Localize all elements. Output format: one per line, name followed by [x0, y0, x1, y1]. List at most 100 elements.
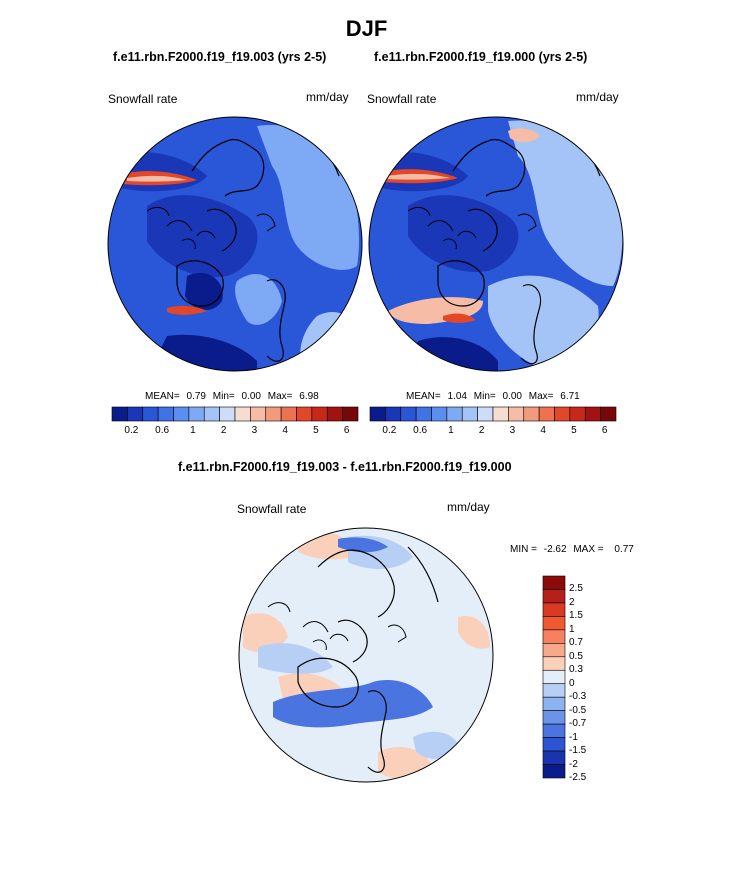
colorbar-1-tick-label: 5 [313, 425, 319, 436]
difference-subtitle: f.e11.rbn.F2000.f19_f19.003 - f.e11.rbn.… [178, 460, 512, 474]
colorbar-difference-tick-label: -0.7 [569, 718, 587, 730]
colorbar-1-swatch [127, 406, 144, 422]
colorbar-difference-swatch [542, 683, 566, 698]
panel-2-units-label: mm/day [576, 90, 619, 104]
colorbar-difference-tick-label: -1 [569, 731, 578, 743]
colorbar-2-swatch [400, 406, 417, 422]
map-2-dark-arctic [408, 195, 519, 272]
diff-coastline-1 [297, 546, 439, 773]
colorbar-2-tick-label: 5 [571, 425, 577, 436]
map-2-peach-pacific [508, 128, 540, 143]
map-panel-2 [368, 116, 624, 372]
colorbar-difference-swatch [542, 656, 566, 671]
colorbar-2-swatch [446, 406, 463, 422]
colorbar-1-swatch [173, 406, 190, 422]
colorbar-difference-swatch [542, 575, 566, 590]
panel-1-units-label: mm/day [306, 90, 349, 104]
colorbar-2-swatch [554, 406, 571, 422]
panel-2-min-value: 0.00 [502, 391, 522, 402]
colorbar-difference-tick-label: 0.5 [569, 650, 583, 662]
difference-max-value: 0.77 [614, 544, 634, 555]
colorbar-1-tick-label: 0.6 [155, 425, 170, 436]
difference-min-label: MIN = [510, 544, 537, 555]
colorbar-2-swatch [492, 406, 509, 422]
panel-2-mean-value: 1.04 [447, 391, 467, 402]
colorbar-2-swatch [538, 406, 555, 422]
colorbar-panel-1 [111, 406, 359, 422]
colorbar-panel-2 [369, 406, 617, 422]
colorbar-2-tick-label: 0.6 [413, 425, 428, 436]
colorbar-1-swatch [234, 406, 251, 422]
colorbar-1-swatch [342, 406, 359, 422]
colorbar-2-swatch [584, 406, 601, 422]
colorbar-difference-swatch [542, 764, 566, 779]
panel-2-variable-label: Snowfall rate [367, 92, 437, 106]
colorbar-1-tick-label: 0.2 [124, 425, 139, 436]
panel-2-max-label: Max= [528, 391, 554, 402]
colorbar-2-swatch [415, 406, 432, 422]
colorbar-2-swatch [600, 406, 617, 422]
panel-2-mean-label: MEAN= [406, 391, 441, 402]
colorbar-1-swatch [111, 406, 128, 422]
panel-1-max-label: Max= [267, 391, 293, 402]
difference-units-label: mm/day [447, 500, 490, 514]
panel-2-max-value: 6.71 [560, 391, 580, 402]
colorbar-1-tick-label: 1 [190, 425, 196, 436]
panel-1-max-value: 6.98 [299, 391, 319, 402]
panel-1-min-label: Min= [212, 391, 235, 402]
colorbar-2-swatch [523, 406, 540, 422]
map-1-pale-region-2 [235, 273, 282, 325]
map-2-peach-topleft [386, 173, 450, 180]
colorbar-difference-tick-label: -0.5 [569, 704, 587, 716]
diff-peach-right [458, 616, 490, 649]
diff-paleblue-2 [258, 643, 333, 674]
colorbar-difference-tick-label: -2 [569, 758, 578, 770]
colorbar-difference-swatch [542, 589, 566, 604]
panel-1-min-value: 0.00 [241, 391, 261, 402]
colorbar-difference [542, 575, 566, 779]
colorbar-2-swatch [477, 406, 494, 422]
map-2-peak-atlantic [443, 313, 476, 323]
map-1-peak-atlantic [167, 305, 207, 315]
colorbar-difference-swatch [542, 602, 566, 617]
colorbar-1-swatch [326, 406, 343, 422]
colorbar-1-swatch [311, 406, 328, 422]
colorbar-2-tick-label: 6 [601, 425, 608, 436]
colorbar-difference-tick-label: 1 [569, 623, 575, 635]
colorbar-difference-swatch [542, 737, 566, 752]
panel-1-mean-label: MEAN= [145, 391, 180, 402]
panel-2-min-label: Min= [473, 391, 496, 402]
colorbar-difference-swatch [542, 629, 566, 644]
diff-peach-left [243, 613, 288, 653]
colorbar-difference-tick-label: 0.3 [569, 664, 583, 676]
colorbar-difference-tick-label: -1.5 [569, 745, 587, 757]
colorbar-2-tick-label: 1 [448, 425, 454, 436]
colorbar-1-swatch [265, 406, 282, 422]
panel-2-stats: MEAN= 1.04 Min= 0.00 Max= 6.71 [406, 391, 580, 402]
map-1-coastline-2 [146, 206, 276, 250]
map-1-coastline-1 [176, 130, 340, 362]
colorbar-difference-swatch [542, 616, 566, 631]
colorbar-2-swatch [461, 406, 478, 422]
panel-2-subtitle: f.e11.rbn.F2000.f19_f19.000 (yrs 2-5) [374, 50, 588, 64]
colorbar-1-swatch [219, 406, 236, 422]
colorbar-2-swatch [431, 406, 448, 422]
difference-min-value: -2.62 [543, 544, 567, 555]
colorbar-difference-tick-label: 0.7 [569, 637, 583, 649]
colorbar-difference-tick-label: -2.5 [569, 772, 587, 783]
difference-stats: MIN = -2.62 MAX = 0.77 [510, 544, 634, 555]
map-1-dark-region [185, 272, 223, 311]
diff-coastline-2 [267, 602, 407, 651]
colorbar-2-swatch [369, 406, 386, 422]
colorbar-2-swatch [385, 406, 402, 422]
map-2-coastline-1 [437, 130, 601, 365]
colorbar-2-swatch [569, 406, 586, 422]
map-panel-1 [107, 116, 363, 372]
colorbar-1-swatch [142, 406, 159, 422]
colorbar-2-tick-label: 2 [478, 425, 485, 436]
colorbar-difference-tick-label: -0.3 [569, 691, 587, 703]
diff-blue-top [338, 537, 388, 553]
colorbar-2-tick-label: 3 [509, 425, 516, 436]
panel-1-stats: MEAN= 0.79 Min= 0.00 Max= 6.98 [145, 391, 319, 402]
colorbar-2-tick-label: 0.2 [382, 425, 397, 436]
